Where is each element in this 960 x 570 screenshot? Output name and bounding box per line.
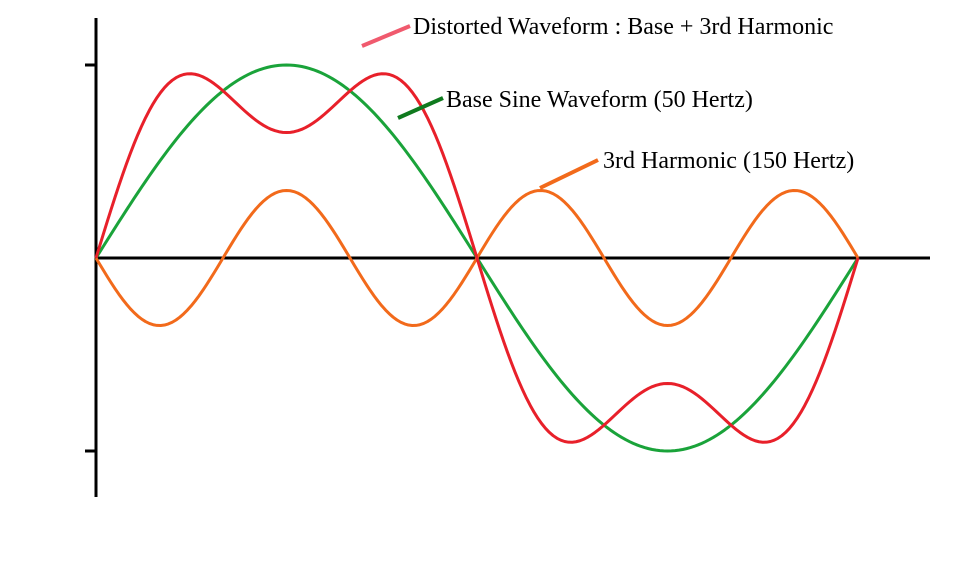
- series-line-distorted: [94, 72, 860, 444]
- series-label-distorted: Distorted Waveform : Base + 3rd Harmonic: [413, 14, 833, 40]
- series-label-base: Base Sine Waveform (50 Hertz): [446, 87, 753, 113]
- series-label-harmonic: 3rd Harmonic (150 Hertz): [603, 148, 854, 174]
- leader-line-base: [397, 96, 444, 120]
- leader-line-harmonic: [539, 158, 599, 190]
- leader-line-distorted: [361, 24, 411, 48]
- series-layer: [94, 63, 860, 453]
